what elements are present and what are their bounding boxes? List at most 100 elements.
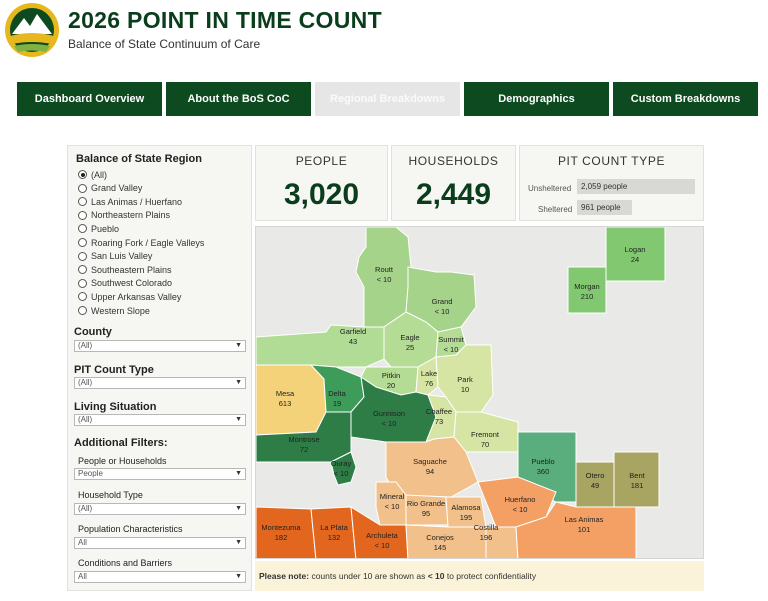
county-label-ouray: Ouray < 10 xyxy=(331,459,351,479)
household-type-select[interactable]: (All) ▼ xyxy=(74,503,246,515)
region-option-label: Northeastern Plains xyxy=(91,210,171,221)
pit-type-filter-title: PIT Count Type xyxy=(74,364,154,376)
county-name: Archuleta xyxy=(366,531,398,540)
county-value: < 10 xyxy=(434,307,450,316)
radio-icon xyxy=(78,251,87,261)
county-ouray[interactable] xyxy=(330,451,357,486)
region-option-label: Pueblo xyxy=(91,223,120,234)
tab-custom-breakdowns[interactable]: Custom Breakdowns xyxy=(613,82,758,116)
county-value: 49 xyxy=(590,481,600,490)
region-option[interactable]: Western Slope xyxy=(78,304,150,317)
region-option[interactable]: Upper Arkansas Valley xyxy=(78,290,181,303)
county-name: Gunnison xyxy=(372,409,406,418)
county-value: 181 xyxy=(630,481,644,490)
tab-about-bos-coc[interactable]: About the BoS CoC xyxy=(166,82,311,116)
region-option[interactable]: (All) xyxy=(78,168,107,181)
county-morgan[interactable] xyxy=(567,266,607,314)
radio-icon xyxy=(78,170,87,179)
people-households-select[interactable]: People ▼ xyxy=(74,468,246,480)
page-title: 2026 POINT IN TIME COUNT xyxy=(68,7,382,33)
people-card: PEOPLE 3,020 xyxy=(255,145,388,221)
county-value: 72 xyxy=(299,445,309,454)
county-label-logan: Logan 24 xyxy=(625,245,646,265)
pit-type-select[interactable]: (All) ▼ xyxy=(74,377,246,389)
tab-dashboard-overview[interactable]: Dashboard Overview xyxy=(17,82,162,116)
county-value: < 10 xyxy=(376,275,392,284)
chevron-down-icon: ▼ xyxy=(235,379,242,386)
county-bent[interactable] xyxy=(613,451,660,508)
region-option[interactable]: Roaring Fork / Eagle Valleys xyxy=(78,236,204,249)
region-option-label: Las Animas / Huerfano xyxy=(91,196,183,207)
county-name: Rio Grande xyxy=(406,499,446,508)
tab-demographics[interactable]: Demographics xyxy=(464,82,609,116)
county-montezuma[interactable] xyxy=(256,506,317,559)
radio-icon xyxy=(78,278,87,288)
county-logan[interactable] xyxy=(605,227,666,282)
radio-icon xyxy=(78,238,87,247)
county-map-svg xyxy=(256,227,666,559)
county-montrose[interactable] xyxy=(256,411,352,463)
county-value: < 10 xyxy=(512,505,528,514)
county-label-la-plata: La Plata 132 xyxy=(320,523,348,543)
county-label-pueblo: Pueblo 360 xyxy=(531,457,554,477)
note-text: counts under 10 are shown as xyxy=(309,571,428,581)
county-la-plata[interactable] xyxy=(310,506,357,559)
county-value: 101 xyxy=(577,525,591,534)
radio-icon xyxy=(78,197,87,207)
region-option[interactable]: Southeastern Plains xyxy=(78,263,172,276)
county-select[interactable]: (All) ▼ xyxy=(74,340,246,352)
county-label-grand: Grand < 10 xyxy=(432,297,453,317)
county-park[interactable] xyxy=(435,344,494,413)
living-situation-select[interactable]: (All) ▼ xyxy=(74,414,246,426)
note-prefix: Please note: xyxy=(259,571,310,581)
sheltered-label: Sheltered xyxy=(538,205,573,214)
unsheltered-label: Unsheltered xyxy=(528,184,572,193)
region-option[interactable]: Grand Valley xyxy=(78,182,142,195)
colorado-county-map: Routt < 10 Grand < 10 Logan 24 Morgan 210 Garfie… xyxy=(255,226,704,559)
people-label: PEOPLE xyxy=(295,154,348,168)
county-name: Delta xyxy=(328,389,346,398)
sheltered-bar[interactable]: 961 people xyxy=(577,200,633,215)
chevron-down-icon: ▼ xyxy=(235,342,242,349)
county-label-mesa: Mesa 613 xyxy=(276,389,294,409)
county-value: 24 xyxy=(630,255,640,264)
county-value: 210 xyxy=(580,292,594,301)
unsheltered-bar[interactable]: 2,059 people xyxy=(577,179,695,194)
tab-regional-breakdowns[interactable]: Regional Breakdowns xyxy=(315,82,460,116)
county-name: Grand xyxy=(431,297,453,306)
conditions-barriers-label: Conditions and Barriers xyxy=(78,558,173,568)
county-label-costilla: Costilla 196 xyxy=(474,523,499,543)
county-name: Lake xyxy=(420,369,438,378)
county-label-summit: Summit < 10 xyxy=(438,335,463,355)
county-lake[interactable] xyxy=(415,356,439,396)
population-characteristics-select[interactable]: All ▼ xyxy=(74,537,246,549)
county-label-fremont: Fremont 70 xyxy=(471,430,499,450)
people-households-label: People or Households xyxy=(78,456,167,466)
logo-icon xyxy=(4,2,60,58)
county-las-animas[interactable] xyxy=(515,501,637,559)
region-option-label: Upper Arkansas Valley xyxy=(91,291,182,302)
county-conejos[interactable] xyxy=(405,524,487,559)
region-option[interactable]: Northeastern Plains xyxy=(78,209,170,222)
conditions-barriers-select[interactable]: All ▼ xyxy=(74,571,246,583)
region-option[interactable]: Southwest Colorado xyxy=(78,277,172,290)
region-option[interactable]: Las Animas / Huerfano xyxy=(78,195,182,208)
county-value: < 10 xyxy=(381,419,397,428)
county-label-pitkin: Pitkin 20 xyxy=(382,371,400,391)
county-label-otero: Otero 49 xyxy=(586,471,605,491)
county-name: Ouray xyxy=(330,459,352,468)
region-option[interactable]: San Luis Valley xyxy=(78,250,152,263)
page-subtitle: Balance of State Continuum of Care xyxy=(68,37,261,51)
county-label-delta: Delta 19 xyxy=(328,389,346,409)
region-option[interactable]: Pueblo xyxy=(78,222,119,235)
county-name: Morgan xyxy=(574,282,600,291)
county-value: 76 xyxy=(424,379,434,388)
county-name: Pueblo xyxy=(531,457,555,466)
county-label-gunnison: Gunnison < 10 xyxy=(373,409,405,429)
county-value: 94 xyxy=(425,467,435,476)
living-situation-title: Living Situation xyxy=(74,401,157,413)
county-name: Otero xyxy=(585,471,605,480)
filter-panel: Balance of State Region (All) Grand Valle… xyxy=(67,145,252,591)
county-value: 25 xyxy=(405,343,415,352)
